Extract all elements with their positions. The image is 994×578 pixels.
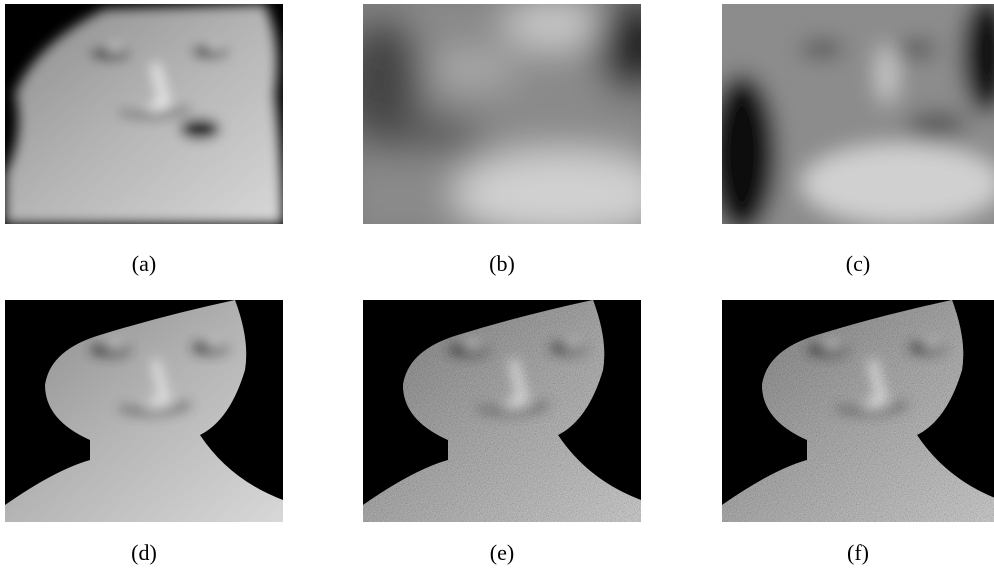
panel-caption: (a): [132, 251, 156, 276]
image-d: [5, 300, 283, 522]
image-c: [702, 0, 994, 244]
panel-caption: (f): [847, 540, 869, 565]
image-e: [363, 300, 641, 522]
panel-caption: (c): [846, 251, 870, 276]
image-b: [343, 0, 673, 244]
image-f: [722, 300, 994, 522]
image-a: [5, 4, 283, 224]
panel-caption: (b): [489, 251, 515, 276]
panel-caption: (e): [490, 540, 514, 565]
panel-caption: (d): [131, 540, 157, 565]
figure: (a) (b) (c) (d) (e) (f): [0, 0, 994, 578]
